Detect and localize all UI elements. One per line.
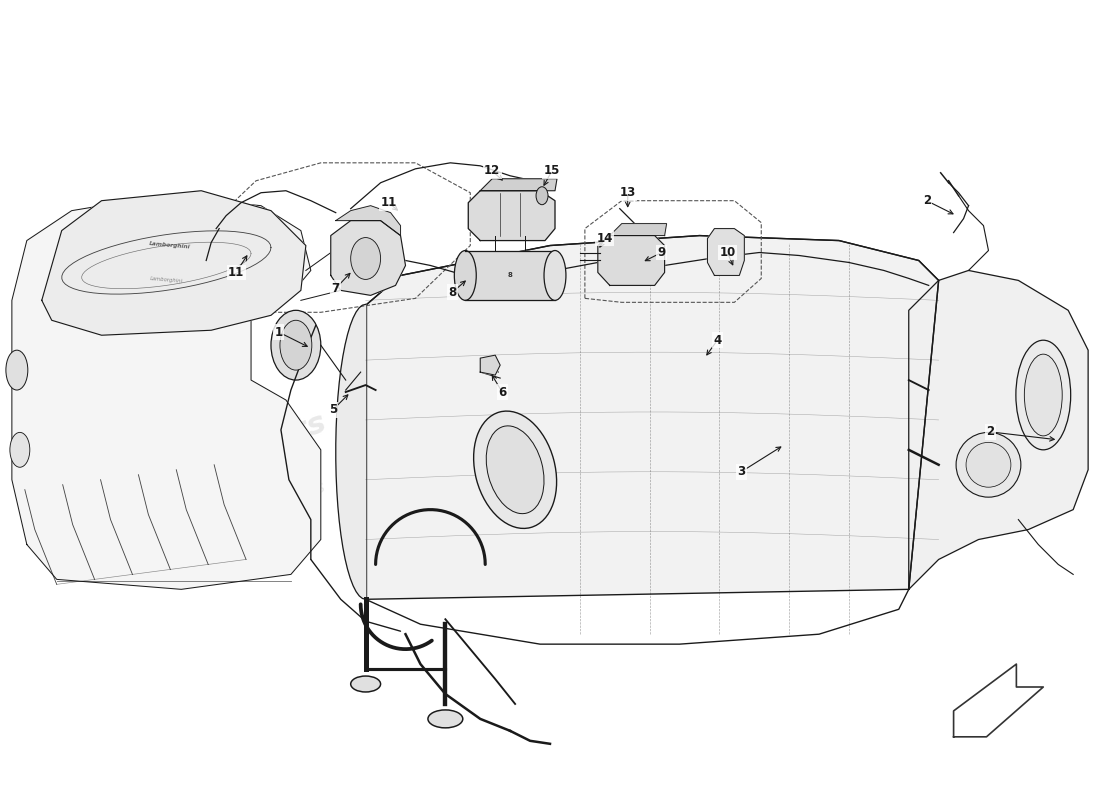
Text: 11: 11 <box>228 266 244 279</box>
Ellipse shape <box>454 250 476 300</box>
Ellipse shape <box>6 350 28 390</box>
Ellipse shape <box>271 310 321 380</box>
Text: 12: 12 <box>484 164 500 178</box>
Text: 3: 3 <box>737 466 746 478</box>
Ellipse shape <box>966 442 1011 487</box>
Polygon shape <box>597 235 664 286</box>
Polygon shape <box>465 250 556 300</box>
Ellipse shape <box>351 238 381 279</box>
Ellipse shape <box>279 320 311 370</box>
Text: eurocarparts: eurocarparts <box>112 408 331 511</box>
Ellipse shape <box>544 250 565 300</box>
Text: a passion for cars: a passion for cars <box>195 479 327 540</box>
Ellipse shape <box>1024 354 1063 436</box>
Polygon shape <box>336 206 400 235</box>
Ellipse shape <box>474 411 557 529</box>
Ellipse shape <box>486 426 544 514</box>
Text: 14: 14 <box>596 232 613 245</box>
Polygon shape <box>365 235 938 599</box>
Text: Lamborghini: Lamborghini <box>148 242 190 250</box>
Text: 8: 8 <box>508 273 513 278</box>
Ellipse shape <box>351 676 381 692</box>
Ellipse shape <box>428 710 463 728</box>
Polygon shape <box>609 224 667 235</box>
Polygon shape <box>481 355 500 375</box>
Text: 9: 9 <box>658 246 666 259</box>
Polygon shape <box>707 229 745 275</box>
Polygon shape <box>12 196 321 590</box>
Text: 15: 15 <box>543 164 560 178</box>
Polygon shape <box>42 190 306 335</box>
Text: 4: 4 <box>713 334 722 346</box>
Text: 11: 11 <box>381 196 397 209</box>
Text: 1: 1 <box>275 326 283 338</box>
Ellipse shape <box>10 432 30 467</box>
Polygon shape <box>909 270 1088 590</box>
Polygon shape <box>336 304 365 599</box>
Polygon shape <box>469 190 556 241</box>
Text: 8: 8 <box>448 286 456 299</box>
Text: 2: 2 <box>987 426 994 438</box>
Text: 10: 10 <box>719 246 736 259</box>
Ellipse shape <box>536 186 548 205</box>
Text: 6: 6 <box>498 386 506 398</box>
Text: 5: 5 <box>329 403 337 417</box>
Text: 7: 7 <box>332 282 340 295</box>
Text: Lamborghini: Lamborghini <box>150 277 183 284</box>
Polygon shape <box>481 178 557 190</box>
Ellipse shape <box>1016 340 1070 450</box>
Ellipse shape <box>956 432 1021 497</box>
Text: 2: 2 <box>923 194 931 207</box>
Polygon shape <box>331 221 406 295</box>
Text: 13: 13 <box>619 186 636 199</box>
